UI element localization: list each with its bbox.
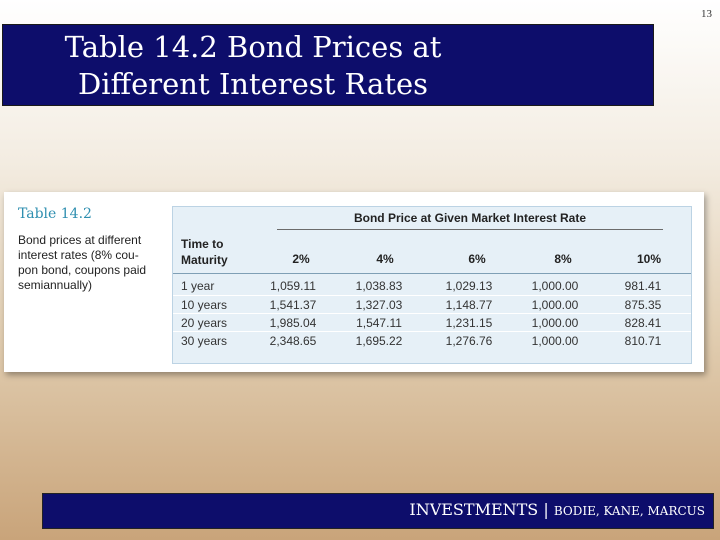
book-title: INVESTMENTS	[409, 500, 539, 519]
price-cell: 875.35	[624, 298, 662, 312]
price-cell: 1,695.22	[355, 334, 403, 348]
price-cell: 828.41	[624, 316, 662, 330]
maturity-cell: 30 years	[181, 334, 228, 348]
title-bar: Table 14.2 Bond Prices at Different Inte…	[2, 24, 654, 106]
price-cell: 810.71	[624, 334, 662, 348]
slide-title-line-1: Table 14.2 Bond Prices at	[64, 30, 442, 64]
book-authors: BODIE, KANE, MARCUS	[553, 504, 705, 518]
maturity-cell: 1 year	[181, 279, 215, 293]
price-cell: 1,029.13	[445, 279, 493, 293]
price-cell: 1,276.76	[445, 334, 493, 348]
header-divider	[173, 273, 691, 274]
bond-price-table: Bond Price at Given Market Interest Rate…	[172, 206, 692, 364]
price-cell: 1,038.83	[355, 279, 403, 293]
table-row: 20 years 1,985.04 1,547.11 1,231.15 1,00…	[173, 313, 691, 332]
group-header: Bond Price at Given Market Interest Rate	[277, 211, 663, 230]
price-cell: 1,547.11	[356, 316, 402, 330]
table-label: Table 14.2	[18, 206, 92, 222]
footer-text: INVESTMENTS | BODIE, KANE, MARCUS	[409, 500, 705, 519]
slide-title-line-2: Different Interest Rates	[77, 67, 429, 101]
slide-number: 13	[701, 8, 712, 20]
row-header: Time to Maturity	[181, 237, 228, 267]
price-cell: 1,000.00	[531, 316, 579, 330]
column-header: 4%	[376, 252, 394, 266]
price-cell: 1,000.00	[531, 279, 579, 293]
price-cell: 981.41	[624, 279, 662, 293]
column-header: 8%	[554, 252, 572, 266]
table-row: 1 year 1,059.11 1,038.83 1,029.13 1,000.…	[173, 277, 691, 295]
price-cell: 1,148.77	[445, 298, 493, 312]
footer-separator: |	[538, 500, 554, 519]
table-card: Table 14.2 Bond prices at different inte…	[4, 192, 704, 372]
slide-title: Table 14.2 Bond Prices at Different Inte…	[3, 29, 503, 103]
column-header: 6%	[468, 252, 486, 266]
price-cell: 1,231.15	[445, 316, 493, 330]
maturity-cell: 20 years	[181, 316, 228, 330]
table-row: 10 years 1,541.37 1,327.03 1,148.77 1,00…	[173, 295, 691, 314]
price-cell: 1,000.00	[531, 334, 579, 348]
price-cell: 1,985.04	[269, 316, 317, 330]
column-header: 10%	[636, 252, 662, 266]
price-cell: 1,541.37	[269, 298, 317, 312]
table-row: 30 years 2,348.65 1,695.22 1,276.76 1,00…	[173, 331, 691, 350]
price-cell: 1,000.00	[531, 298, 579, 312]
price-cell: 1,327.03	[355, 298, 403, 312]
footer-bar: INVESTMENTS | BODIE, KANE, MARCUS	[42, 493, 714, 529]
maturity-cell: 10 years	[181, 298, 228, 312]
price-cell: 2,348.65	[269, 334, 317, 348]
price-cell: 1,059.11	[270, 279, 316, 293]
column-header: 2%	[292, 252, 310, 266]
table-caption: Bond prices at different interest rates …	[18, 233, 147, 292]
